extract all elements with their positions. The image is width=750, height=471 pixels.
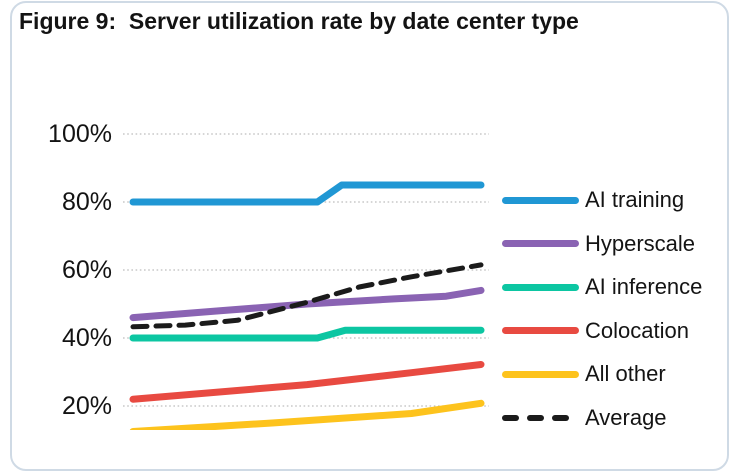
legend-label: All other [585, 361, 666, 386]
series-line-hyperscale [129, 286, 485, 322]
y-tick-label-40%: 40% [61, 324, 112, 352]
series-line-average [130, 262, 484, 330]
legend-line-icon [502, 283, 579, 291]
series-line-all-other [129, 399, 485, 430]
legend-line-icon [502, 240, 579, 247]
utilization-line-chart [123, 133, 489, 430]
legend-label: AI training [585, 187, 685, 212]
figure-card [10, 1, 729, 471]
legend-item-colocation: Colocation [502, 316, 689, 346]
legend-item-hyperscale: Hyperscale [502, 229, 695, 259]
legend-line-icon [502, 370, 579, 378]
legend-item-all-other: All other [502, 359, 666, 389]
legend-label: Hyperscale [585, 230, 696, 256]
y-tick-label-20%: 20% [61, 392, 112, 420]
y-tick-label-60%: 60% [61, 256, 112, 284]
legend-label: Average [585, 404, 667, 430]
legend-label: Colocation [585, 317, 689, 343]
legend-line-icon [502, 196, 579, 204]
y-tick-label-100%: 100% [48, 120, 112, 148]
y-tick-label-80%: 80% [61, 188, 112, 216]
legend-item-ai-inference: AI inference [502, 272, 702, 302]
series-line-colocation [129, 361, 485, 403]
series-line-ai-inference [129, 326, 485, 342]
legend-dashed-line-icon [502, 414, 569, 421]
legend-item-ai-training: AI training [502, 185, 684, 215]
legend-label: AI inference [585, 274, 703, 299]
legend-line-icon [502, 327, 579, 334]
legend-item-average: Average [502, 403, 667, 433]
figure-title: Figure 9: Server utilization rate by dat… [19, 8, 579, 34]
series-line-ai-training [129, 181, 485, 206]
